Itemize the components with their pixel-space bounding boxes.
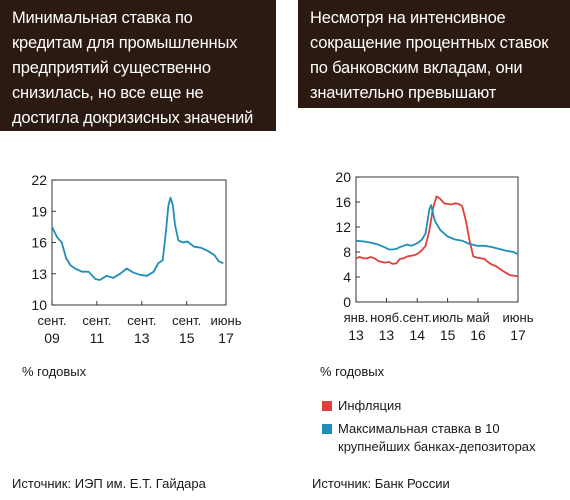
right-y-tick-label: 20	[335, 169, 351, 185]
left-plot-frame	[51, 179, 227, 306]
right-y-tick-label: 4	[343, 269, 351, 285]
left-series-line-0	[51, 196, 224, 281]
right-series-line-0	[355, 195, 519, 278]
left-y-tick-label: 22	[31, 172, 47, 188]
left-x-tick-year: 15	[179, 330, 195, 346]
right-y-tick-label: 0	[343, 294, 351, 310]
right-x-tick-year: 17	[510, 327, 526, 343]
left-y-tick-label: 10	[31, 297, 47, 313]
left-x-tick-label: июнь	[211, 313, 242, 328]
left-source: Источник: ИЭП им. Е.Т. Гайдара	[12, 476, 206, 491]
left-y-tick-label: 19	[31, 203, 47, 219]
left-x-tick-year: 17	[218, 330, 234, 346]
left-chart: 10 13 16 19 22 сент. 09 сент. 11 сент. 13 сент. 15 ию…	[31, 172, 241, 346]
left-x-tick-label: сент.	[127, 313, 156, 328]
legend-swatch-inflation	[322, 401, 332, 411]
right-x-tick-label: июнь	[503, 310, 534, 325]
right-plot-frame	[355, 176, 519, 303]
left-y-tick-label: 16	[31, 235, 47, 251]
right-x-tick-label: нояб.	[370, 310, 403, 325]
right-y-tick-label: 16	[335, 194, 351, 210]
right-series-line-1	[355, 204, 519, 256]
left-y-tick-label: 13	[31, 266, 47, 282]
left-x-tick-label: сент.	[82, 313, 111, 328]
left-x-tick-year: 09	[44, 330, 60, 346]
left-x-tick-year: 13	[134, 330, 150, 346]
left-x-tick-label: сент.	[37, 313, 66, 328]
left-x-tick-year: 11	[90, 330, 105, 346]
legend-swatch-deposit-rate	[322, 424, 332, 434]
left-unit-label: % годовых	[22, 364, 87, 379]
right-x-tick-label: сент.	[403, 310, 432, 325]
right-unit-label: % годовых	[320, 364, 385, 379]
right-chart-header: Несмотря на интенсивное сокращение проце…	[298, 0, 570, 127]
right-x-tick-year: 15	[440, 327, 456, 343]
right-x-tick-year: 13	[379, 327, 395, 343]
right-source: Источник: Банк России	[312, 476, 450, 491]
right-x-tick-year: 13	[348, 327, 364, 343]
right-y-tick-label: 8	[343, 244, 351, 260]
left-chart-header: Минимальная ставка по кредитам для промы…	[0, 0, 276, 131]
right-x-tick-year: 16	[470, 327, 486, 343]
right-x-tick-label: янв.	[344, 310, 369, 325]
right-x-tick-label: май	[466, 310, 489, 325]
right-x-tick-label: июль	[432, 310, 463, 325]
charts-canvas: 10 13 16 19 22 сент. 09 сент. 11 сент. 13 сент. 15 ию…	[31, 169, 533, 346]
right-y-tick-label: 12	[335, 219, 351, 235]
legend-label-inflation: Инфляция	[338, 398, 402, 413]
left-x-tick-label: сент.	[172, 313, 201, 328]
right-x-tick-year: 14	[409, 327, 425, 343]
legend-label-deposit-rate: Максимальная ставка в 10 крупнейших банк…	[338, 421, 536, 454]
right-chart: 0 4 8 12 16 20 янв. 13 нояб. 13 сент. 14 июль 15 май 16…	[335, 169, 533, 343]
